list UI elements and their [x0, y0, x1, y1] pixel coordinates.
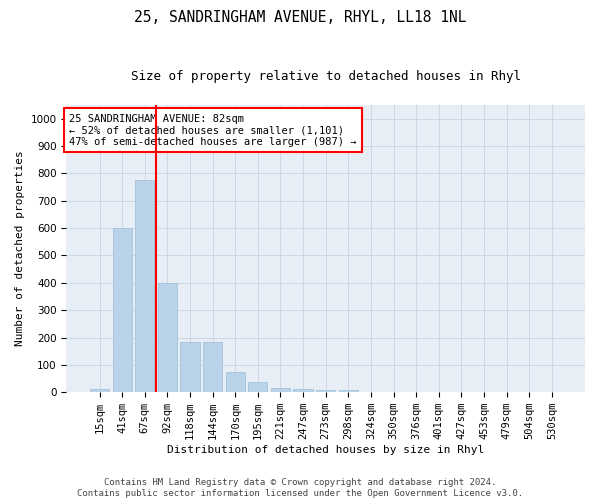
Bar [203, 342, 222, 392]
Bar [271, 388, 290, 392]
Bar [248, 382, 268, 392]
Bar [90, 390, 109, 392]
Bar [158, 283, 177, 392]
X-axis label: Distribution of detached houses by size in Rhyl: Distribution of detached houses by size … [167, 445, 484, 455]
Bar [293, 390, 313, 392]
Bar [181, 342, 200, 392]
Bar [113, 228, 132, 392]
Bar [226, 372, 245, 392]
Bar [339, 390, 358, 392]
Bar [135, 180, 154, 392]
Text: Contains HM Land Registry data © Crown copyright and database right 2024.
Contai: Contains HM Land Registry data © Crown c… [77, 478, 523, 498]
Text: 25 SANDRINGHAM AVENUE: 82sqm
← 52% of detached houses are smaller (1,101)
47% of: 25 SANDRINGHAM AVENUE: 82sqm ← 52% of de… [69, 114, 356, 147]
Text: 25, SANDRINGHAM AVENUE, RHYL, LL18 1NL: 25, SANDRINGHAM AVENUE, RHYL, LL18 1NL [134, 10, 466, 25]
Y-axis label: Number of detached properties: Number of detached properties [15, 150, 25, 346]
Title: Size of property relative to detached houses in Rhyl: Size of property relative to detached ho… [131, 70, 521, 83]
Bar [316, 390, 335, 392]
